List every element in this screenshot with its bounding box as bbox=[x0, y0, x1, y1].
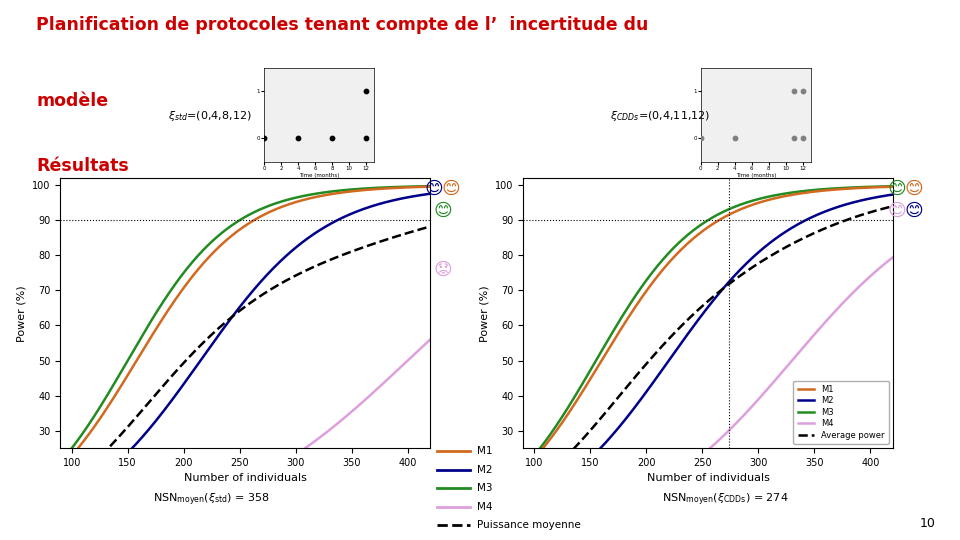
Text: $\xi_{std}$=(0,4,8,12): $\xi_{std}$=(0,4,8,12) bbox=[168, 109, 252, 123]
Text: 😊: 😊 bbox=[904, 201, 924, 220]
X-axis label: Time (months): Time (months) bbox=[735, 173, 777, 178]
Point bbox=[795, 87, 810, 96]
Text: Puissance moyenne: Puissance moyenne bbox=[477, 520, 581, 530]
Text: $\xi_{CDDs}$=(0,4,11,12): $\xi_{CDDs}$=(0,4,11,12) bbox=[610, 109, 709, 123]
Text: Planification de protocoles tenant compte de l’  incertitude du: Planification de protocoles tenant compt… bbox=[36, 16, 649, 34]
Point bbox=[290, 134, 305, 143]
Text: 😊: 😊 bbox=[904, 180, 924, 198]
Text: 😟: 😟 bbox=[433, 261, 452, 279]
Text: 😊: 😊 bbox=[424, 180, 444, 198]
Text: 😊: 😊 bbox=[442, 180, 461, 198]
Text: M2: M2 bbox=[477, 465, 492, 475]
Text: 😊: 😊 bbox=[887, 180, 906, 198]
Text: M3: M3 bbox=[477, 483, 492, 493]
Text: 😊: 😊 bbox=[433, 201, 452, 220]
Legend: M1, M2, M3, M4, Average power: M1, M2, M3, M4, Average power bbox=[794, 381, 889, 444]
X-axis label: Number of individuals: Number of individuals bbox=[184, 474, 306, 483]
Point bbox=[324, 134, 340, 143]
Point bbox=[727, 134, 742, 143]
X-axis label: Time (months): Time (months) bbox=[299, 173, 340, 178]
Text: M1: M1 bbox=[477, 447, 492, 456]
Text: M4: M4 bbox=[477, 502, 492, 511]
Y-axis label: Power (%): Power (%) bbox=[17, 285, 27, 341]
Point bbox=[358, 87, 373, 96]
Text: modèle: modèle bbox=[36, 92, 108, 110]
Text: NSN$_{\mathrm{moyen}}$($\xi_{\mathrm{CDDs}}$) = 274: NSN$_{\mathrm{moyen}}$($\xi_{\mathrm{CDD… bbox=[661, 491, 788, 508]
Point bbox=[256, 134, 272, 143]
Text: Travaux de M2: Travaux de M2 bbox=[9, 65, 18, 139]
Point bbox=[795, 134, 810, 143]
Point bbox=[693, 134, 708, 143]
Y-axis label: Power (%): Power (%) bbox=[480, 285, 490, 341]
Point bbox=[786, 134, 802, 143]
Text: 😊: 😊 bbox=[887, 201, 906, 220]
Text: NSN$_{\mathrm{moyen}}$($\xi_{\mathrm{std}}$) = 358: NSN$_{\mathrm{moyen}}$($\xi_{\mathrm{std… bbox=[153, 491, 270, 508]
Point bbox=[358, 134, 373, 143]
X-axis label: Number of individuals: Number of individuals bbox=[647, 474, 769, 483]
Point bbox=[786, 87, 802, 96]
Text: 10: 10 bbox=[920, 517, 936, 530]
Text: Résultats: Résultats bbox=[36, 157, 130, 174]
